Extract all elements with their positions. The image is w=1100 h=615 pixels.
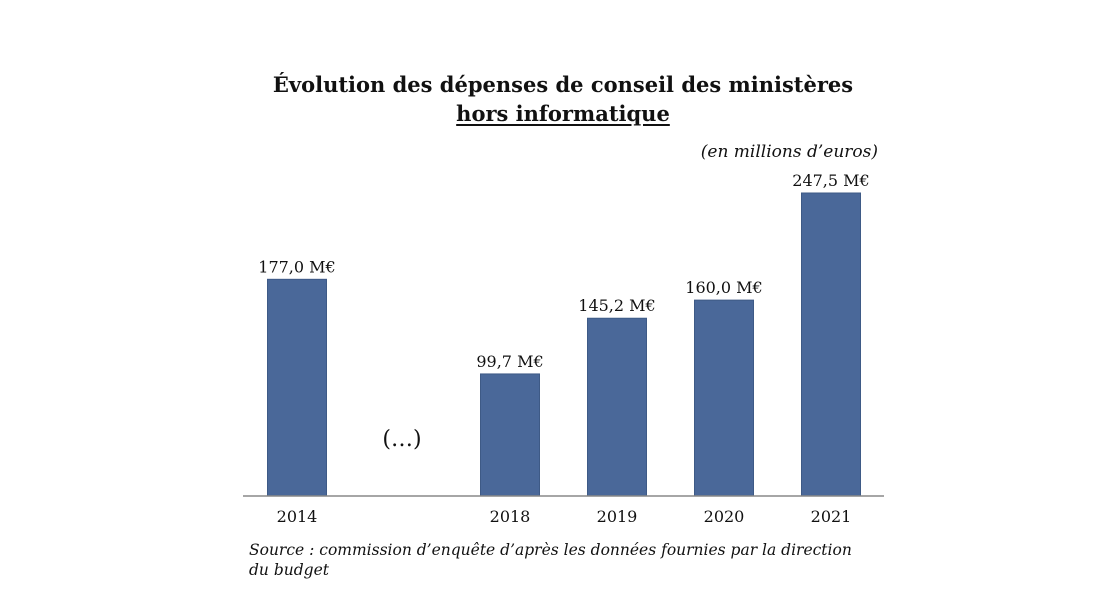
bar-2019 xyxy=(587,317,647,497)
value-label-2019: 145,2 M€ xyxy=(578,296,655,315)
x-tick-label-2021: 2021 xyxy=(811,507,852,526)
value-label-2018: 99,7 M€ xyxy=(476,352,543,371)
unit-note: (en millions d’euros) xyxy=(700,142,878,162)
bar-2014 xyxy=(267,278,327,497)
source-note: Source : commission d’enquête d’après le… xyxy=(249,541,852,579)
x-tick-label-2014: 2014 xyxy=(277,507,318,526)
gap-marker: (…) xyxy=(382,427,421,452)
value-label-2020: 160,0 M€ xyxy=(685,278,762,297)
bar-2018 xyxy=(480,373,540,497)
chart-subtitle: hors informatique xyxy=(456,101,670,126)
value-label-2014: 177,0 M€ xyxy=(258,257,335,276)
value-label-2021: 247,5 M€ xyxy=(792,171,869,190)
bar-2021 xyxy=(801,192,861,497)
bar-2020 xyxy=(694,299,754,497)
bars-group xyxy=(267,192,861,497)
x-tick-label-2018: 2018 xyxy=(490,507,531,526)
x-tick-label-2020: 2020 xyxy=(704,507,745,526)
labels-group: 177,0 M€ 2014 (…) 99,7 M€ 2018 145,2 M€ 2019 16… xyxy=(258,171,869,526)
x-tick-label-2019: 2019 xyxy=(597,507,638,526)
chart-title: Évolution des dépenses de conseil des mi… xyxy=(272,72,854,97)
